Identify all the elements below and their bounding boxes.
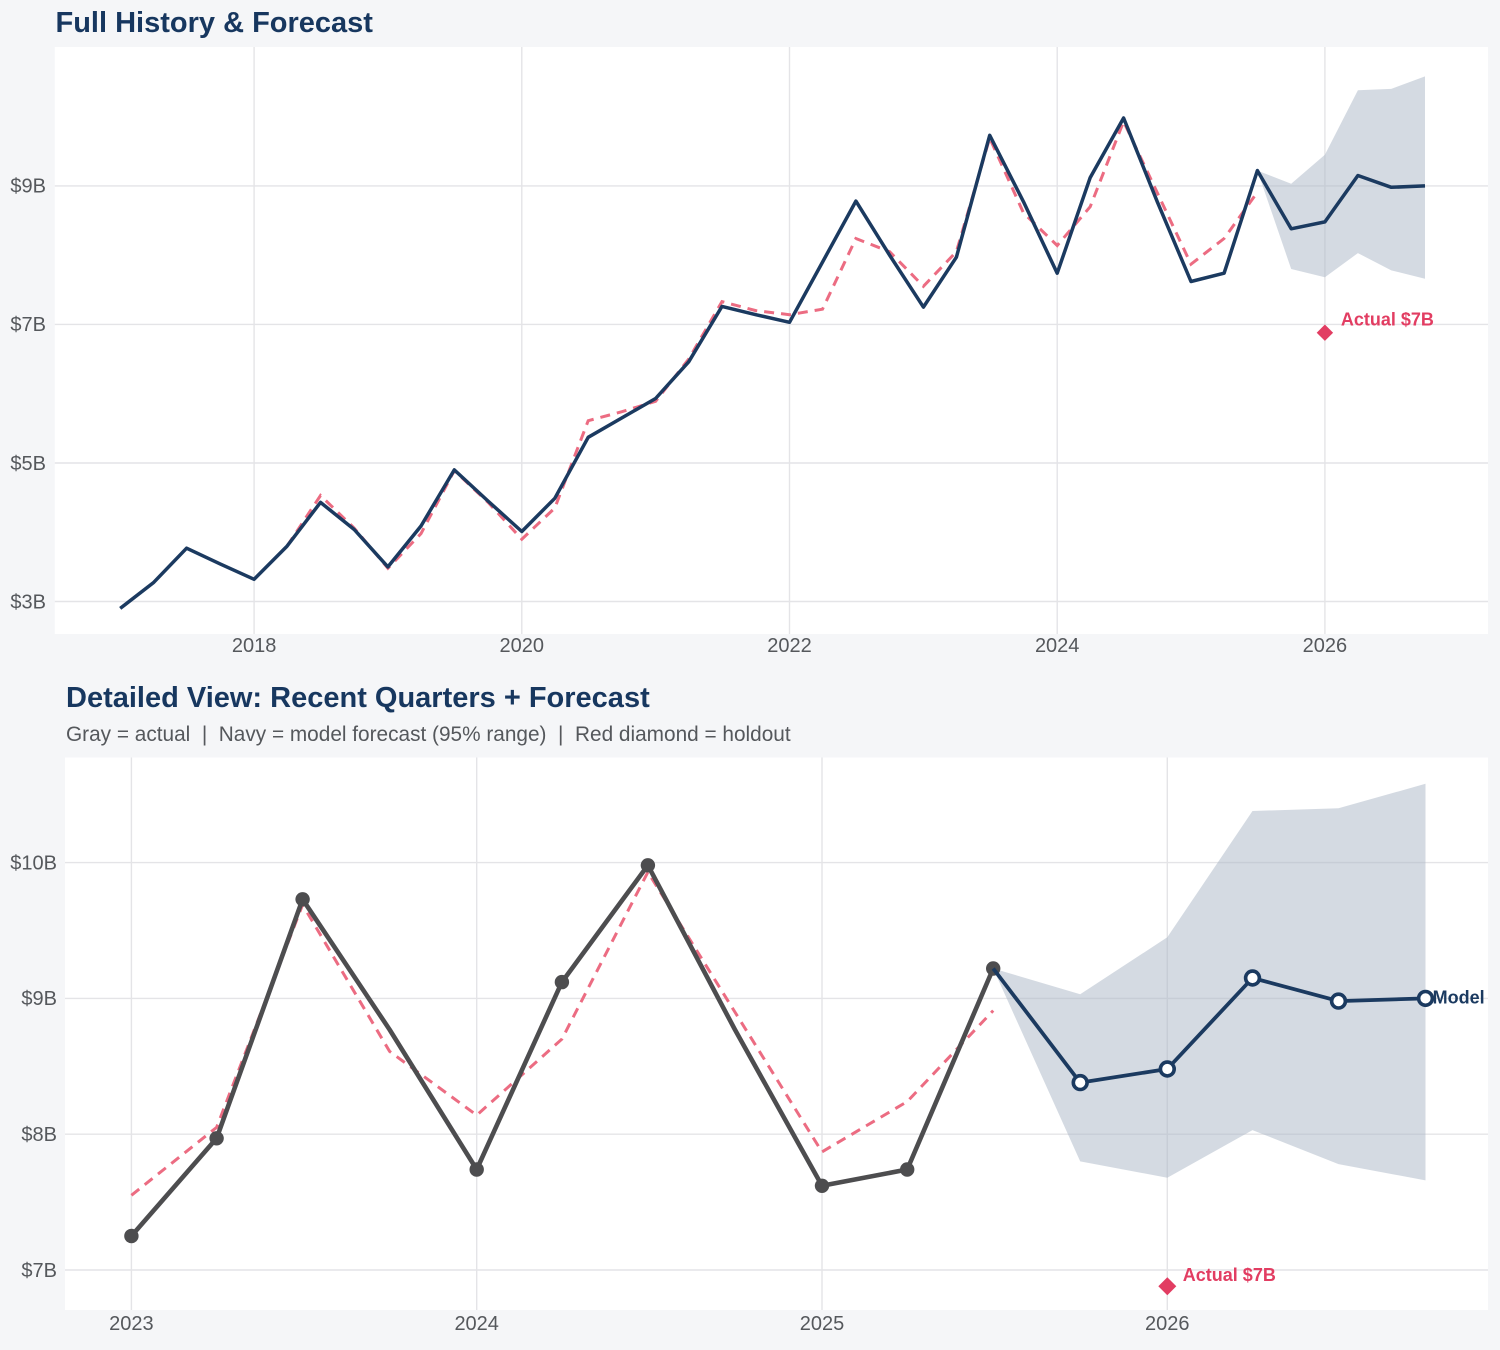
- svg-text:2026: 2026: [1145, 1313, 1190, 1335]
- svg-text:$9B: $9B: [10, 176, 46, 198]
- svg-text:2025: 2025: [800, 1313, 845, 1335]
- svg-text:Model: Model: [1433, 987, 1485, 1007]
- svg-text:$10B: $10B: [10, 852, 57, 874]
- svg-text:2022: 2022: [767, 635, 812, 657]
- svg-text:2026: 2026: [1303, 635, 1348, 657]
- svg-text:$9B: $9B: [21, 988, 57, 1010]
- svg-text:Full History & Forecast: Full History & Forecast: [56, 7, 374, 39]
- svg-text:Detailed View: Recent Quarters: Detailed View: Recent Quarters + Forecas…: [66, 682, 650, 714]
- svg-text:Gray = actual | Navy = model: Gray = actual | Navy = model forecast (9…: [66, 723, 791, 746]
- svg-text:$5B: $5B: [10, 453, 46, 475]
- svg-text:2024: 2024: [454, 1313, 499, 1335]
- svg-text:$3B: $3B: [10, 591, 46, 613]
- svg-text:2018: 2018: [232, 635, 277, 657]
- svg-text:Actual $7B: Actual $7B: [1183, 1265, 1276, 1285]
- svg-text:Actual $7B: Actual $7B: [1341, 310, 1434, 330]
- svg-text:2024: 2024: [1035, 635, 1080, 657]
- svg-text:$7B: $7B: [10, 314, 46, 336]
- svg-text:2023: 2023: [109, 1313, 154, 1335]
- svg-text:2020: 2020: [500, 635, 545, 657]
- svg-text:$7B: $7B: [21, 1260, 57, 1282]
- svg-text:$8B: $8B: [21, 1124, 57, 1146]
